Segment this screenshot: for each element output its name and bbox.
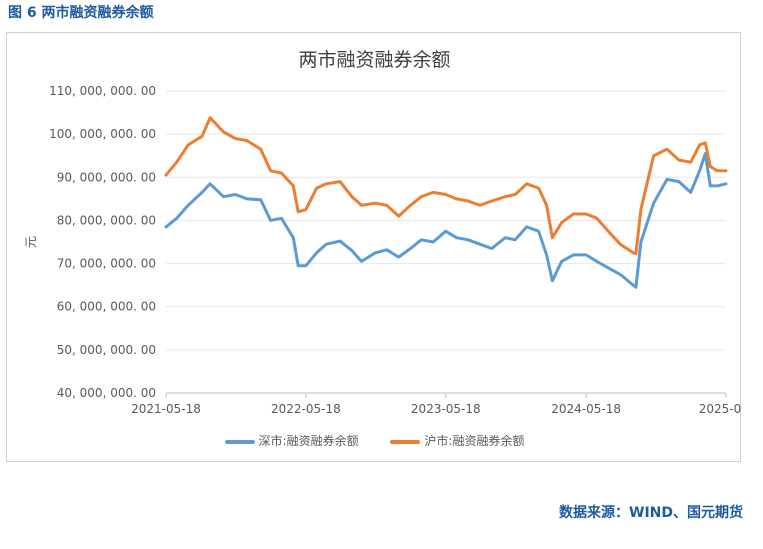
legend-item-shanghai: 沪市:融资融券余额 xyxy=(390,432,524,449)
series-line-shanghai xyxy=(164,116,728,256)
y-tick-label: 90, 000, 000. 00 xyxy=(57,170,156,184)
source-note: 数据来源：WIND、国元期货 xyxy=(559,505,743,521)
chart-legend: 深市:融资融券余额 沪市:融资融券余额 xyxy=(7,432,742,449)
x-tick-label: 2024-05-18 xyxy=(551,402,621,416)
y-tick-label: 80, 000, 000. 00 xyxy=(57,213,156,227)
legend-label-shanghai: 沪市:融资融券余额 xyxy=(424,434,525,448)
y-tick-label: 60, 000, 000. 00 xyxy=(57,300,156,314)
x-tick-label: 2023-05-18 xyxy=(411,402,481,416)
legend-label-shenzhen: 深市:融资融券余额 xyxy=(258,434,359,448)
line-chart: 40, 000, 000. 00 50, 000, 000. 00 60, 000,… xyxy=(24,84,742,416)
y-axis-label: 元 xyxy=(24,236,38,248)
legend-swatch-shanghai xyxy=(390,439,421,444)
legend-swatch-shenzhen xyxy=(224,439,255,444)
chart-frame: 两市融资融券余额 40, 000, 000. 00 50, 000, 000. 0… xyxy=(6,32,742,462)
series-line-shenzhen xyxy=(164,152,728,289)
x-tick-label: 2021-05-18 xyxy=(131,402,201,416)
y-tick-label: 40, 000, 000. 00 xyxy=(57,386,156,400)
legend-item-shenzhen: 深市:融资融券余额 xyxy=(224,432,359,449)
figure-caption: 图 6 两市融资融券余额 xyxy=(8,5,154,21)
y-tick-label: 110, 000, 000. 00 xyxy=(49,84,156,98)
chart-title: 两市融资融券余额 xyxy=(298,49,451,71)
y-tick-label: 70, 000, 000. 00 xyxy=(57,257,156,271)
x-tick-label: 2022-05-18 xyxy=(271,402,341,416)
y-tick-label: 100, 000, 000. 00 xyxy=(49,127,156,141)
x-tick-label: 2025-05- xyxy=(699,402,742,416)
y-tick-label: 50, 000, 000. 00 xyxy=(57,343,156,357)
